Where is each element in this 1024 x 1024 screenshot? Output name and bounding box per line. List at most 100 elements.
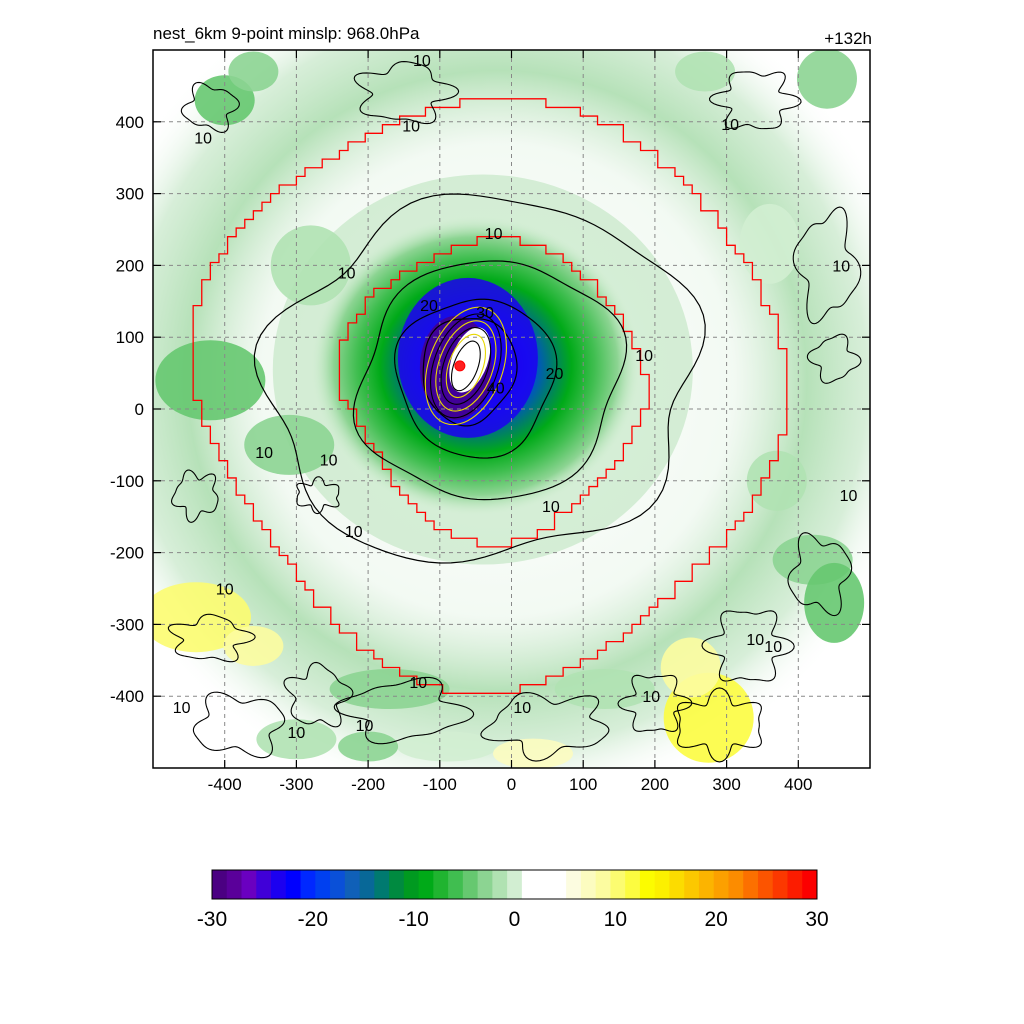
contour-label: 10	[413, 53, 431, 70]
contour-loop	[192, 691, 286, 759]
shading-patch	[796, 50, 857, 109]
colorbar-swatch	[492, 870, 508, 899]
shading-patch	[660, 637, 721, 698]
contour-label-text: 10	[840, 488, 858, 505]
contour-loop	[676, 687, 762, 763]
eye-contour	[440, 327, 492, 405]
colorbar-swatch	[448, 870, 464, 899]
y-tick-label: -100	[110, 472, 144, 491]
colorbar-swatch	[772, 870, 788, 899]
colorbar-swatch	[389, 870, 405, 899]
contour-loop	[171, 469, 219, 523]
contour-label-text: 10	[255, 445, 273, 462]
contour-loop	[180, 81, 240, 133]
contour-loop	[296, 476, 340, 515]
contour-ring	[422, 318, 518, 427]
contour-label-text: 10	[345, 524, 363, 541]
contour-label: 10	[542, 499, 560, 516]
contour-label-text: 10	[635, 348, 653, 365]
colorbar-swatch	[285, 870, 302, 899]
nest-boundary	[192, 98, 788, 694]
shading-layer	[153, 50, 870, 768]
contour-label: 10	[338, 266, 356, 283]
contour-label: 30	[476, 305, 494, 322]
x-tick-label: 300	[712, 775, 740, 794]
colorbar-swatch	[418, 870, 434, 899]
contour-label: 10	[345, 524, 363, 541]
contour-label: 10	[320, 452, 338, 469]
contour-label-text: 10	[513, 700, 531, 717]
contour-label-text: 20	[420, 298, 438, 315]
x-tick-label: -400	[208, 775, 242, 794]
contour-label: 10	[840, 488, 858, 505]
x-axis: -400 -300 -200 -100 0 100 200 300 400	[208, 50, 812, 794]
shading-patch	[804, 562, 865, 643]
colorbar-swatch	[802, 870, 818, 899]
contour-label-text: 10	[832, 258, 850, 275]
y-tick-label: 300	[116, 185, 144, 204]
x-tick-label: 400	[784, 775, 812, 794]
chart-timestamp: +132h	[824, 29, 872, 48]
contour-loop	[333, 676, 475, 745]
contour-lines	[167, 61, 862, 763]
x-tick-label: -100	[423, 775, 457, 794]
contour-label-text: 10	[288, 725, 306, 742]
colorbar-swatch	[271, 870, 287, 899]
shading-patch	[554, 669, 655, 710]
colorbar-swatch	[684, 870, 700, 899]
colorbar-swatch	[256, 870, 272, 899]
contour-label-text: 10	[764, 639, 782, 656]
contour-label-text: 10	[320, 452, 338, 469]
colorbar-swatch	[639, 870, 656, 899]
colorbar-swatch	[625, 870, 641, 899]
contour-loop	[792, 206, 862, 325]
colorbar-tick-label: 10	[604, 908, 627, 931]
contour-label-text: 10	[173, 700, 191, 717]
contour-label-text: 10	[413, 53, 431, 70]
y-tick-label: -200	[110, 544, 144, 563]
colorbar-swatch	[507, 870, 523, 899]
colorbar-swatch	[698, 870, 715, 899]
colorbar-swatch	[787, 870, 803, 899]
contour-label: 10	[513, 700, 531, 717]
contour-label: 10	[402, 118, 420, 135]
contour-label: 10	[764, 639, 782, 656]
contour-label: 10	[485, 226, 503, 243]
contour-ring	[393, 298, 558, 459]
y-tick-label: 100	[116, 328, 144, 347]
colorbar-swatch	[359, 870, 375, 899]
colorbar-tick-label: 20	[704, 908, 727, 931]
colorbar-swatch	[403, 870, 420, 899]
colorbar-swatch	[241, 870, 257, 899]
shading-patch	[396, 731, 497, 762]
colorbar-swatch	[521, 870, 538, 899]
contour-loop	[701, 610, 795, 682]
colorbar-swatch	[743, 870, 759, 899]
colorbar-frame	[211, 869, 818, 900]
eye-contour	[430, 313, 502, 419]
colorbar: -30 -20 -10 0 10 20 30	[197, 869, 829, 931]
colorbar-tick-label: -20	[298, 908, 328, 931]
contour-label-text: 10	[409, 675, 427, 692]
contour-label-text: 10	[746, 632, 764, 649]
contour-label-text: 10	[642, 689, 660, 706]
x-tick-label: -300	[279, 775, 313, 794]
contour-loop	[806, 333, 862, 384]
colorbar-swatch	[477, 870, 493, 899]
contour-label-text: 10	[194, 131, 212, 148]
shading-patch	[244, 414, 335, 475]
y-tick-label: -300	[110, 615, 144, 634]
eye-contour	[435, 320, 497, 412]
contour-loop	[708, 71, 802, 130]
contour-label: 10	[216, 582, 234, 599]
contour-label: 10	[194, 131, 212, 148]
colorbar-swatch	[610, 870, 626, 899]
x-tick-label: 100	[569, 775, 597, 794]
contour-loop	[353, 61, 460, 125]
colorbar-swatch	[580, 870, 597, 899]
shading-patch	[675, 51, 736, 92]
y-tick-label: 400	[116, 113, 144, 132]
shading-patch	[746, 450, 807, 511]
